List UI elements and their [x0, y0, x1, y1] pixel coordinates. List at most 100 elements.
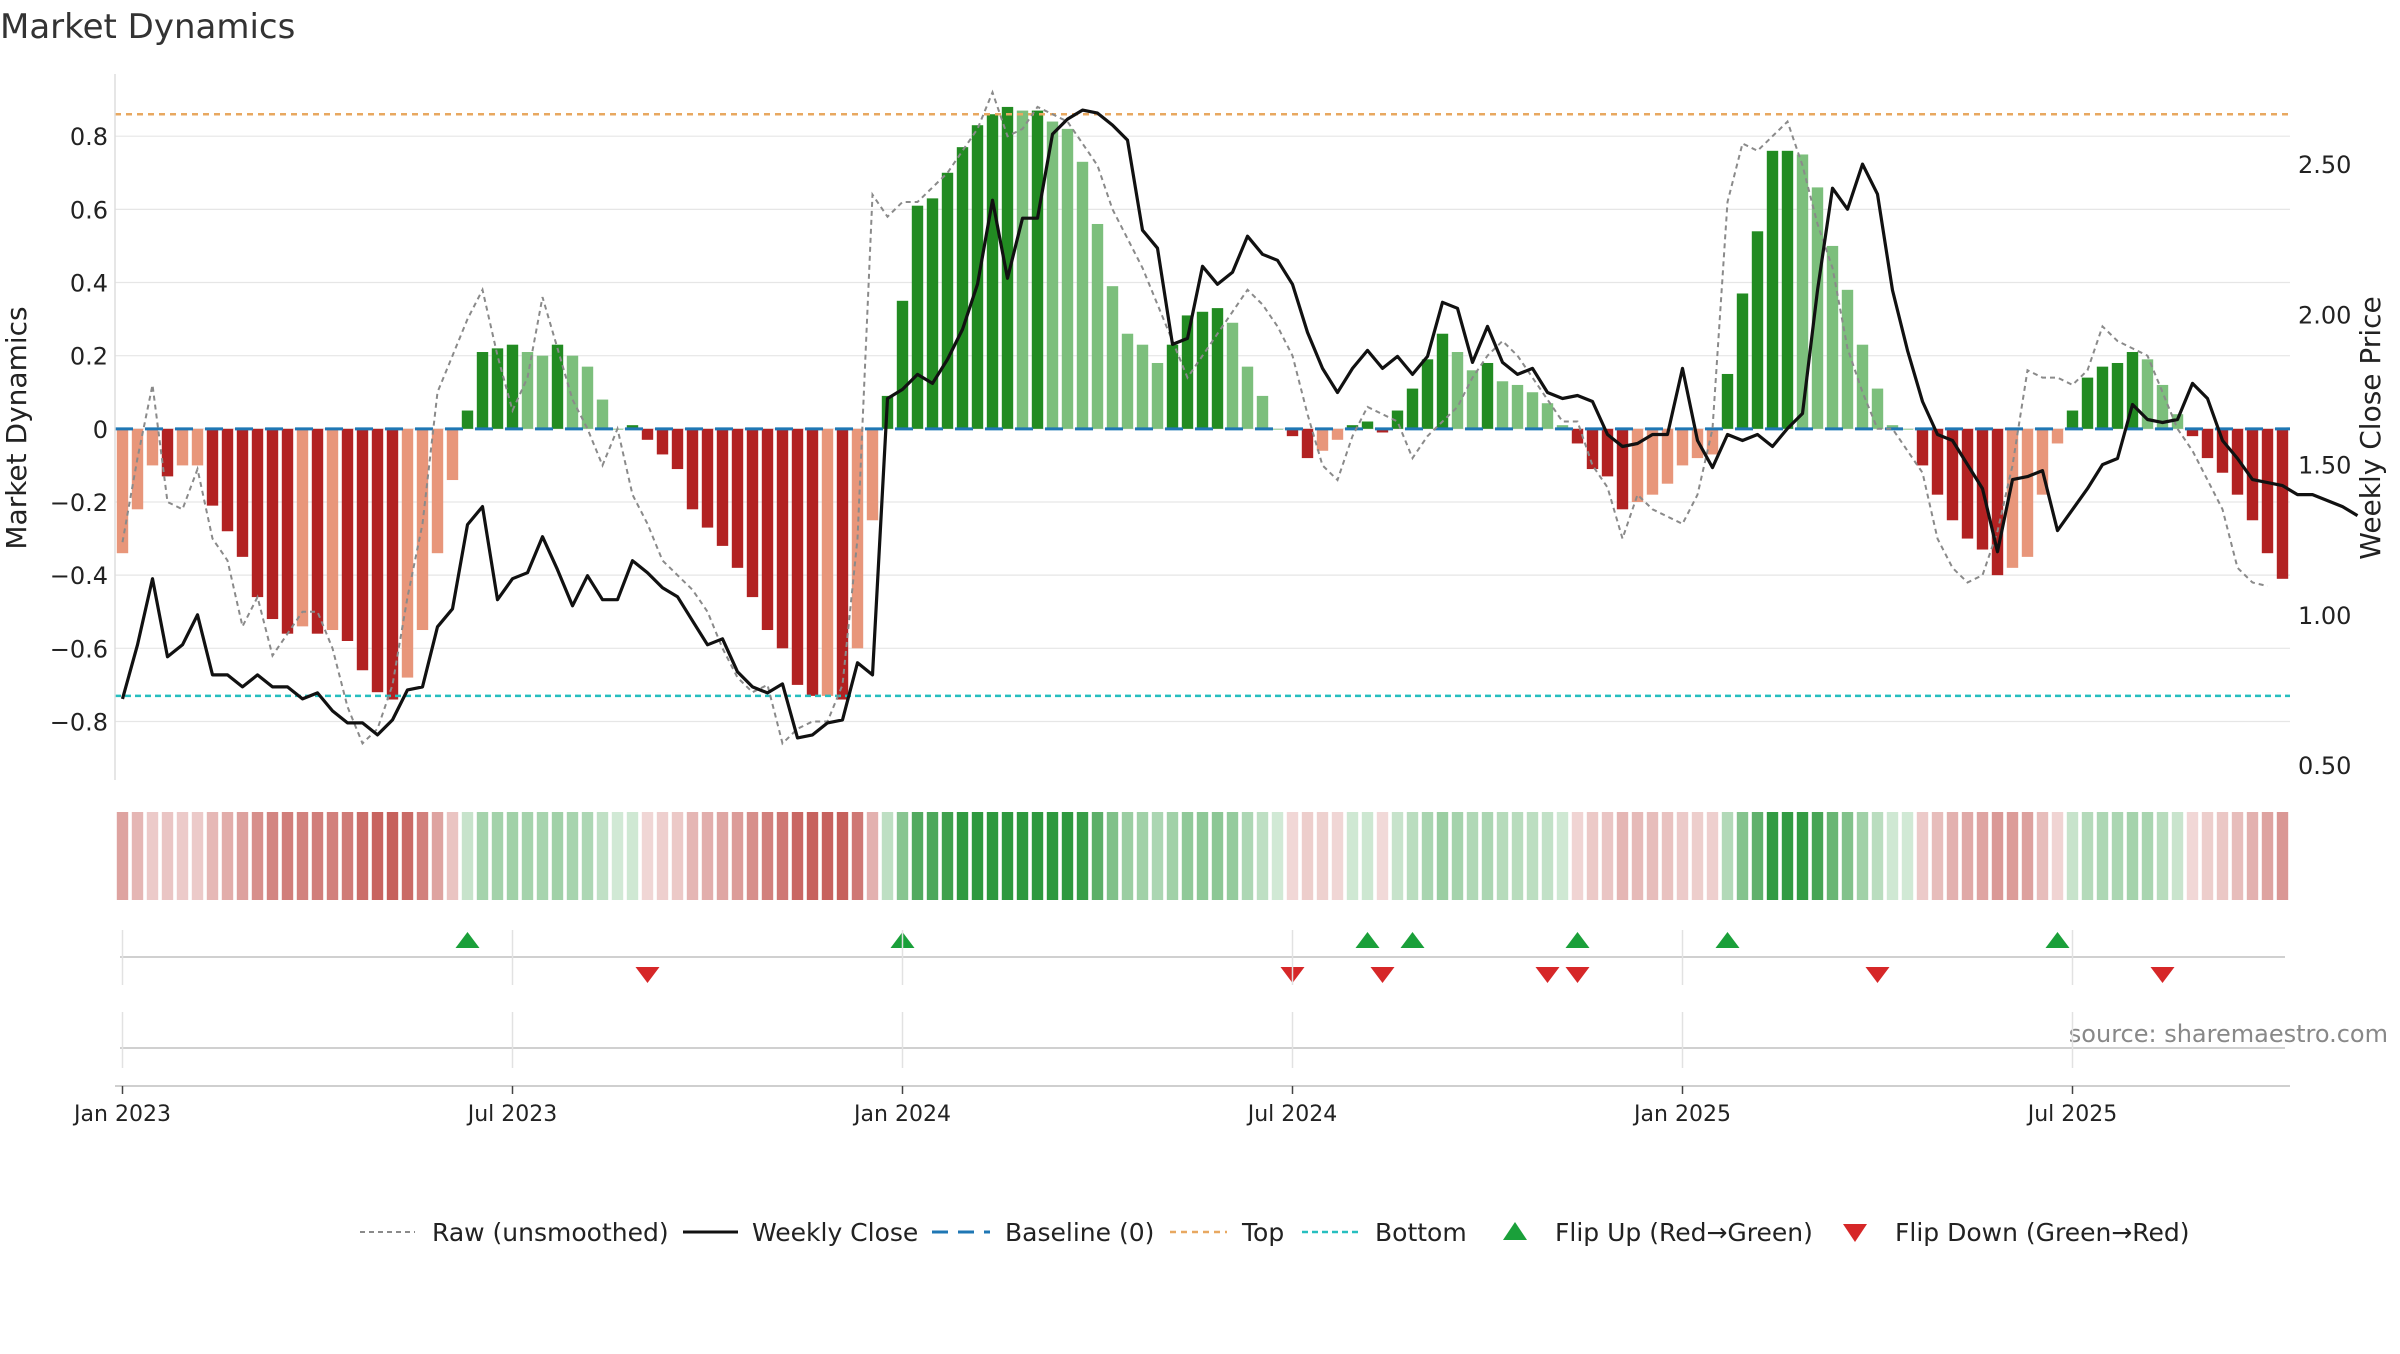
strip-cell-0 [116, 812, 129, 900]
strip-cell-137 [2171, 812, 2184, 900]
strip-cell-71 [1181, 812, 1194, 900]
strip-cell-42 [746, 812, 759, 900]
strip-cell-15 [341, 812, 354, 900]
bar-66 [1106, 286, 1119, 429]
bar-143 [2261, 428, 2274, 554]
bar-98 [1586, 428, 1599, 470]
legend-swatch-6 [1843, 1224, 1867, 1242]
strip-cell-60 [1016, 812, 1029, 900]
strip-cell-33 [611, 812, 624, 900]
legend-label-3: Top [1241, 1218, 1284, 1247]
bar-115 [1841, 289, 1854, 429]
bar-85 [1391, 410, 1404, 429]
bar-54 [926, 198, 939, 429]
x-tick-label-3: Jul 2024 [1246, 1102, 1338, 1127]
weekly-close-line [120, 108, 2359, 740]
strip-cell-111 [1781, 812, 1794, 900]
bar-59 [1001, 106, 1014, 429]
strip-cell-39 [701, 812, 714, 900]
strip-cell-32 [596, 812, 609, 900]
strip-cell-21 [431, 812, 444, 900]
bar-41 [731, 428, 744, 568]
bar-117 [1871, 388, 1884, 429]
bar-4 [176, 428, 189, 466]
strip-cell-25 [491, 812, 504, 900]
bar-86 [1406, 388, 1419, 429]
y-axis-label: Market Dynamics [0, 306, 33, 549]
strip-cell-53 [911, 812, 924, 900]
strip-cell-116 [1856, 812, 1869, 900]
bar-46 [806, 428, 819, 696]
strip-cell-75 [1241, 812, 1254, 900]
strip-cell-143 [2261, 812, 2274, 900]
strip-cell-11 [281, 812, 294, 900]
y2-tick-label-1: 2.00 [2298, 301, 2351, 329]
bar-95 [1541, 403, 1554, 429]
bar-144 [2276, 428, 2289, 579]
y-tick-label-0: 0.8 [70, 123, 108, 151]
strip-cell-102 [1646, 812, 1659, 900]
strip-cell-87 [1421, 812, 1434, 900]
bar-127 [2021, 428, 2034, 557]
bar-7 [221, 428, 234, 532]
strip-cell-57 [971, 812, 984, 900]
strip-cell-119 [1901, 812, 1914, 900]
bar-5 [191, 428, 204, 466]
flip-down-marker-5 [1865, 967, 1890, 983]
strip-cell-68 [1136, 812, 1149, 900]
y-tick-label-4: 0 [93, 416, 108, 444]
strip-cell-12 [296, 812, 309, 900]
bar-121 [1931, 428, 1944, 495]
y-tick-label-5: −0.2 [50, 489, 108, 517]
bar-38 [686, 428, 699, 510]
strip-cell-80 [1316, 812, 1329, 900]
bar-70 [1166, 344, 1179, 429]
strip-cell-73 [1211, 812, 1224, 900]
bar-22 [446, 428, 459, 481]
bar-25 [491, 348, 504, 429]
legend-label-5: Flip Up (Red→Green) [1555, 1218, 1813, 1247]
legend-label-4: Bottom [1375, 1218, 1467, 1247]
bar-15 [341, 428, 354, 641]
strip-cell-47 [821, 812, 834, 900]
strip-cell-74 [1226, 812, 1239, 900]
strip-cell-52 [896, 812, 909, 900]
bar-29 [551, 344, 564, 429]
strip-cell-22 [446, 812, 459, 900]
bar-141 [2231, 428, 2244, 495]
x-tick-label-4: Jan 2025 [1632, 1102, 1731, 1127]
strip-cell-37 [671, 812, 684, 900]
strip-cell-99 [1601, 812, 1614, 900]
strip-cell-27 [521, 812, 534, 900]
strip-cell-31 [581, 812, 594, 900]
bar-94 [1526, 392, 1539, 429]
bar-23 [461, 410, 474, 429]
strip-cell-51 [881, 812, 894, 900]
bar-40 [716, 428, 729, 546]
flip-up-marker-2 [1355, 932, 1380, 948]
y-tick-label-7: −0.6 [50, 635, 108, 663]
y-tick-label-6: −0.4 [50, 562, 108, 590]
strip-cell-86 [1406, 812, 1419, 900]
strip-cell-127 [2021, 812, 2034, 900]
strip-cell-82 [1346, 812, 1359, 900]
bar-130 [2066, 410, 2079, 429]
bar-8 [236, 428, 249, 557]
strip-cell-70 [1166, 812, 1179, 900]
bar-48 [836, 428, 849, 700]
bar-6 [206, 428, 219, 506]
bar-100 [1616, 428, 1629, 510]
strip-cell-117 [1871, 812, 1884, 900]
bar-67 [1121, 333, 1134, 429]
strip-cell-97 [1571, 812, 1584, 900]
strip-cell-5 [191, 812, 204, 900]
y2-tick-label-0: 2.50 [2298, 151, 2351, 179]
legend-label-2: Baseline (0) [1005, 1218, 1154, 1247]
strip-cell-101 [1631, 812, 1644, 900]
bar-87 [1421, 359, 1434, 429]
bar-120 [1916, 428, 1929, 466]
y-tick-label-3: 0.2 [70, 343, 108, 371]
bar-75 [1241, 366, 1254, 429]
bar-135 [2141, 359, 2154, 429]
strip-cell-54 [926, 812, 939, 900]
